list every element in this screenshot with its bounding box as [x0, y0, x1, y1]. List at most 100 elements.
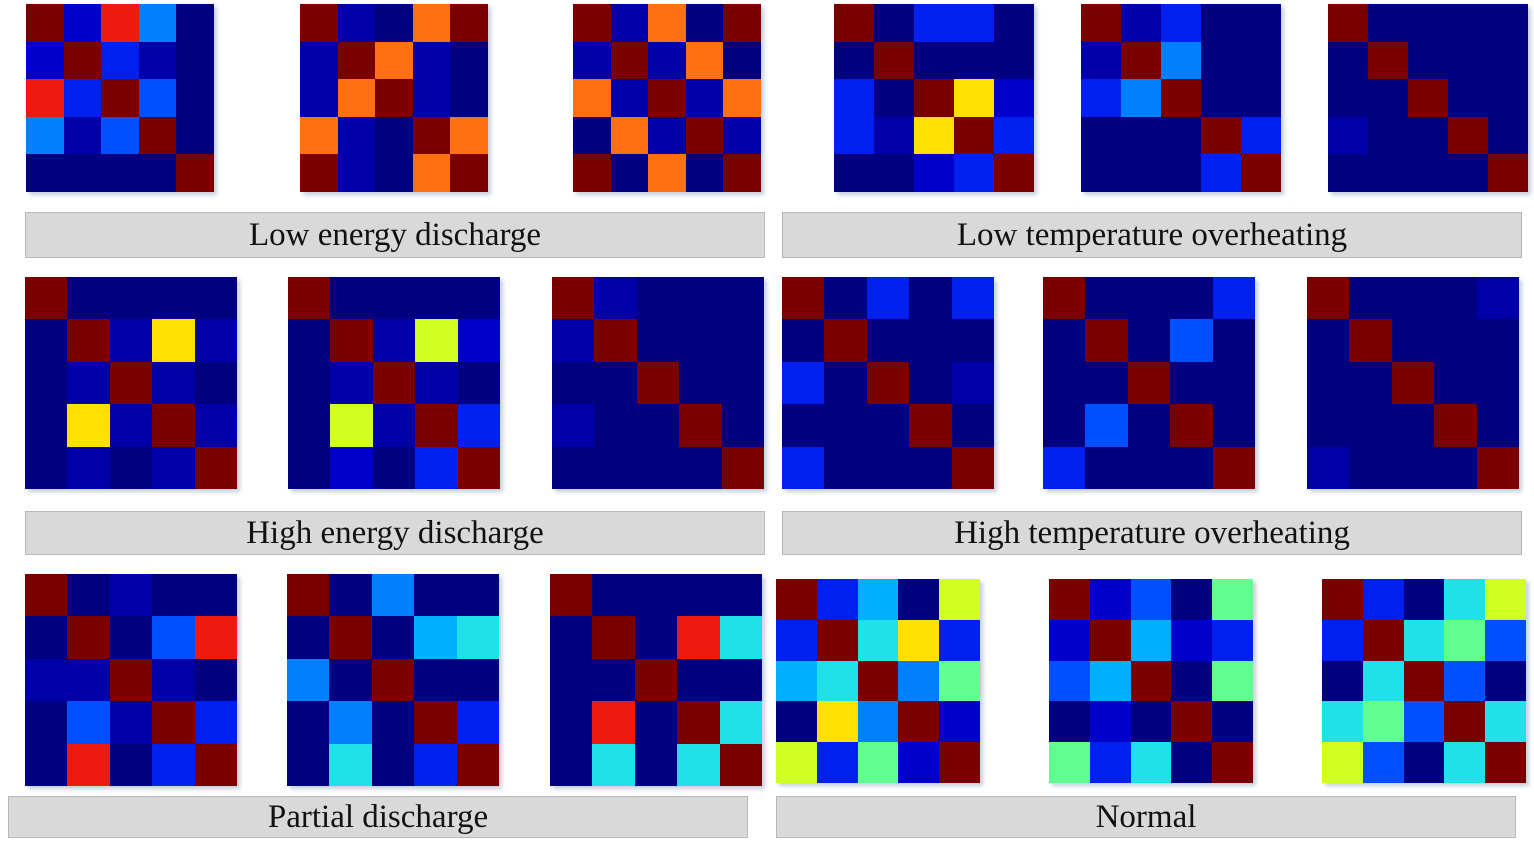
heatmap-cell: [194, 277, 237, 320]
heatmap-cell: [1130, 701, 1172, 743]
heatmap-cell: [1434, 319, 1477, 362]
heatmap-cell: [109, 319, 153, 362]
heatmap-cell: [25, 743, 68, 786]
heatmap-cell: [1476, 361, 1519, 405]
heatmap-cell: [109, 743, 153, 786]
heatmap-cell: [152, 616, 195, 659]
heatmap-cell: [194, 361, 237, 405]
heatmap-cell: [951, 277, 994, 320]
heatmap-high-energy-discharge-3: [552, 277, 764, 489]
heatmap-cell: [648, 79, 686, 117]
heatmap-cell: [152, 361, 195, 405]
heatmap-cell: [101, 79, 139, 117]
heatmap-cell: [1444, 619, 1486, 661]
heatmap-cell: [1130, 742, 1172, 783]
heatmap-cell: [1434, 404, 1477, 447]
heatmap-cell: [152, 319, 195, 362]
heatmap-cell: [552, 277, 595, 320]
heatmap-cell: [1448, 4, 1488, 42]
heatmap-cell: [636, 319, 680, 362]
heatmap-cell: [375, 116, 413, 155]
heatmap-cell: [857, 579, 899, 620]
heatmap-cell: [1201, 154, 1241, 192]
heatmap-cell: [1121, 41, 1161, 80]
heatmap-cell: [994, 4, 1034, 42]
heatmap-cell: [26, 41, 64, 80]
heatmap-cell: [1085, 446, 1128, 489]
heatmap-cell: [63, 79, 102, 117]
heatmap-partial-discharge-1: [25, 574, 237, 786]
heatmap-cell: [1212, 701, 1253, 743]
heatmap-cell: [67, 616, 110, 659]
heatmap-cell: [1403, 742, 1445, 783]
heatmap-cell: [939, 660, 980, 702]
heatmap-cell: [1328, 154, 1368, 192]
heatmap-cell: [371, 743, 415, 786]
heatmap-cell: [951, 319, 994, 362]
heatmap-cell: [723, 116, 761, 155]
heatmap-cell: [685, 79, 724, 117]
heatmap-cell: [679, 319, 722, 362]
heatmap-cell: [414, 743, 457, 786]
heatmap-cell: [372, 277, 416, 320]
heatmap-cell: [412, 116, 451, 155]
heatmap-cell: [592, 574, 635, 617]
heatmap-cell: [914, 4, 954, 42]
heatmap-cell: [372, 361, 416, 405]
heatmap-cell: [1043, 404, 1086, 447]
heatmap-cell: [1170, 277, 1213, 320]
heatmap-cell: [412, 79, 451, 117]
heatmap-partial-discharge-3: [550, 574, 762, 786]
heatmap-cell: [1161, 154, 1201, 192]
heatmap-cell: [109, 658, 153, 702]
heatmap-cell: [1212, 446, 1255, 489]
heatmap-cell: [723, 41, 761, 80]
heatmap-cell: [834, 154, 874, 192]
heatmap-cell: [648, 116, 686, 155]
heatmap-cell: [1043, 277, 1086, 320]
heatmap-cell: [152, 277, 195, 320]
heatmap-cell: [951, 446, 994, 489]
heatmap-cell: [450, 116, 488, 155]
heatmap-cell: [610, 79, 649, 117]
heatmap-cell: [1368, 4, 1408, 42]
heatmap-cell: [592, 658, 635, 702]
heatmap-cell: [25, 404, 68, 447]
heatmap-cell: [287, 743, 330, 786]
heatmap-cell: [1212, 319, 1255, 362]
heatmap-cell: [1434, 446, 1477, 489]
heatmap-cell: [824, 446, 867, 489]
heatmap-cell: [101, 4, 139, 42]
heatmap-cell: [456, 616, 499, 659]
heatmap-cell: [550, 574, 593, 617]
heatmap-cell: [874, 79, 914, 117]
heatmap-cell: [152, 743, 195, 786]
heatmap-cell: [719, 658, 762, 702]
heatmap-cell: [1307, 361, 1350, 405]
heatmap-cell: [1127, 277, 1171, 320]
heatmap-cell: [1127, 404, 1171, 447]
heatmap-cell: [101, 116, 139, 155]
heatmap-cell: [1368, 154, 1408, 192]
heatmap-cell: [914, 79, 954, 117]
heatmap-cell: [866, 404, 910, 447]
heatmap-cell: [456, 701, 499, 744]
heatmap-cell: [677, 616, 720, 659]
heatmap-cell: [1476, 319, 1519, 362]
heatmap-cell: [109, 701, 153, 744]
heatmap-cell: [1362, 701, 1404, 743]
heatmap-cell: [1328, 4, 1368, 42]
heatmap-cell: [1171, 701, 1213, 743]
heatmap-cell: [1161, 4, 1201, 42]
heatmap-cell: [67, 658, 110, 702]
heatmap-cell: [610, 41, 649, 80]
heatmap-cell: [67, 574, 110, 617]
heatmap-cell: [816, 579, 858, 620]
heatmap-cell: [898, 660, 940, 702]
heatmap-cell: [1043, 446, 1086, 489]
heatmap-cell: [1201, 116, 1241, 155]
heatmap-cell: [954, 79, 994, 117]
heatmap-cell: [592, 701, 635, 744]
heatmap-cell: [874, 4, 914, 42]
heatmap-cell: [685, 154, 724, 192]
